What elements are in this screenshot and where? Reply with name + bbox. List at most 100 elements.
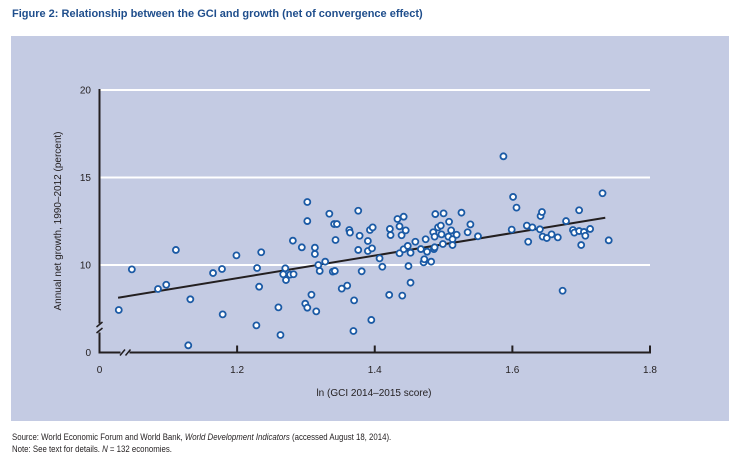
x-tick-label: 1.2: [230, 365, 244, 376]
data-point: [209, 269, 217, 277]
data-point: [398, 291, 407, 300]
x-tick-label: 1.8: [643, 365, 657, 376]
data-point: [421, 235, 430, 244]
y-tick-label: 0: [85, 348, 91, 359]
data-point: [536, 225, 544, 234]
data-point: [447, 226, 456, 235]
data-point: [331, 236, 340, 244]
data-point: [312, 307, 321, 316]
data-point: [184, 341, 193, 350]
x-tick-labels: 0 1.2 1.4 1.6 1.8: [97, 365, 658, 376]
data-point: [378, 262, 387, 271]
data-point: [538, 208, 546, 216]
note-prefix: Note: See text for details.: [12, 444, 103, 454]
data-point: [598, 189, 607, 198]
data-point: [218, 310, 227, 319]
data-point: [420, 255, 429, 264]
data-point: [232, 251, 241, 260]
data-point: [438, 240, 447, 248]
data-point: [162, 280, 171, 289]
data-point: [386, 231, 395, 239]
data-point: [466, 220, 475, 229]
data-point: [297, 243, 306, 252]
data-point: [281, 264, 290, 273]
data-point: [367, 316, 376, 324]
axes: [96, 89, 651, 356]
data-point: [445, 217, 453, 226]
y-tick-labels: 0 10 15 20: [80, 86, 92, 360]
data-point: [343, 281, 352, 290]
y-axis-break-mark: [96, 321, 103, 328]
data-point: [186, 295, 195, 304]
data-point: [406, 248, 415, 257]
data-point: [325, 209, 334, 218]
data-point: [350, 296, 359, 305]
y-axis-label: Annual net growth, 1990–2012 (percent): [53, 131, 64, 310]
data-point: [368, 223, 377, 232]
data-point: [399, 212, 408, 221]
data-point: [558, 286, 567, 295]
data-point: [274, 303, 283, 312]
source-note: Source: World Economic Forum and World B…: [12, 431, 391, 443]
footnotes: Source: World Economic Forum and World B…: [12, 431, 391, 455]
data-point: [303, 217, 312, 225]
data-point: [333, 220, 341, 228]
data-point: [430, 243, 439, 252]
data-point: [330, 267, 339, 275]
data-point: [575, 206, 584, 215]
data-points: [114, 152, 613, 350]
data-point: [393, 215, 402, 223]
data-point: [474, 232, 482, 241]
y-tick-label: 15: [80, 173, 92, 184]
data-point: [154, 285, 162, 293]
data-point: [463, 228, 472, 237]
y-tick-label: 10: [80, 261, 92, 272]
data-point: [288, 236, 297, 245]
figure-title: Figure 2: Relationship between the GCI a…: [12, 8, 423, 20]
data-point: [436, 221, 445, 230]
data-point: [524, 237, 533, 246]
data-point: [512, 203, 521, 212]
data-point: [346, 228, 354, 237]
data-point: [357, 267, 366, 276]
data-point: [315, 267, 324, 275]
x-tick-label: 1.6: [505, 365, 519, 376]
trend-line: [117, 216, 606, 299]
gridlines: [100, 89, 650, 266]
source-title: World Development Indicators: [184, 432, 290, 442]
data-point: [507, 225, 516, 234]
data-point: [499, 152, 508, 161]
data-point: [586, 225, 595, 233]
data-point: [349, 327, 358, 335]
data-point: [255, 282, 264, 291]
data-point: [427, 257, 436, 266]
note-n: N: [102, 444, 108, 454]
data-point: [452, 230, 461, 239]
data-point: [562, 217, 570, 225]
data-point: [355, 231, 364, 240]
data-point: [423, 247, 431, 256]
y-tick-label: 20: [80, 86, 92, 97]
data-point: [542, 234, 551, 242]
data-point: [257, 248, 266, 257]
source-prefix: Source: World Economic Forum and World B…: [12, 432, 185, 442]
y-axis-break-mark: [96, 327, 103, 334]
data-point: [321, 257, 330, 266]
data-point: [303, 198, 312, 206]
data-point: [307, 290, 316, 299]
data-point: [553, 233, 562, 242]
data-point: [253, 264, 261, 272]
data-point: [114, 306, 123, 314]
data-point: [127, 265, 136, 274]
data-point: [406, 278, 415, 287]
trend-line-group: [117, 216, 606, 299]
data-point: [282, 276, 290, 284]
data-point: [395, 222, 404, 231]
data-point: [416, 245, 425, 253]
data-point: [431, 210, 440, 218]
data-point: [457, 208, 466, 217]
data-point: [448, 241, 457, 249]
note-suffix: = 132 economies.: [107, 444, 172, 454]
data-point: [303, 303, 312, 312]
